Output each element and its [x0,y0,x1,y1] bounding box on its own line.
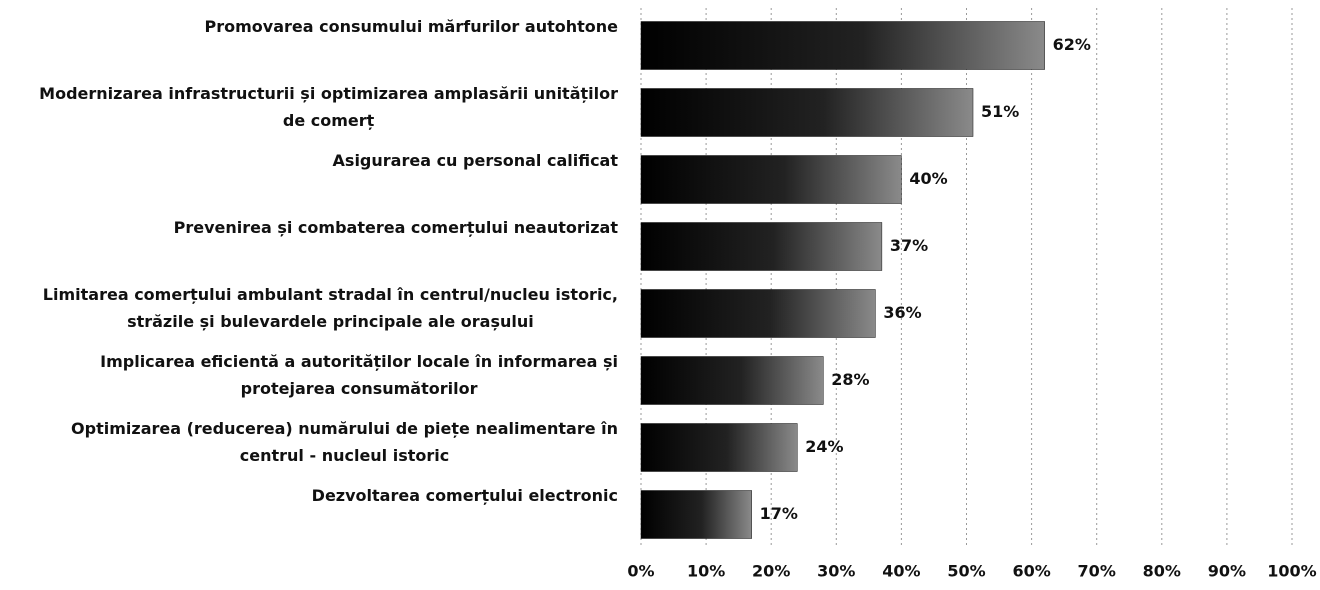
x-tick-label: 80% [1143,562,1181,581]
bar [640,423,798,472]
bar [640,490,752,539]
value-label: 40% [909,169,947,188]
x-tick-label: 60% [1012,562,1050,581]
bar [640,356,824,405]
x-tick-label: 10% [687,562,725,581]
category-label: Limitarea comerțului ambulant stradal în… [43,285,618,304]
category-label: Modernizarea infrastructurii și optimiza… [39,84,618,103]
value-label: 37% [890,236,928,255]
bar [640,222,883,271]
category-label: Promovarea consumului mărfurilor autohto… [204,17,618,36]
category-label: Asigurarea cu personal calificat [333,151,619,170]
category-label: Dezvoltarea comerțului electronic [312,486,618,505]
x-tick-label: 100% [1267,562,1316,581]
bar [640,155,902,204]
value-label: 51% [981,102,1019,121]
category-label: protejarea consumătorilor [241,379,478,398]
category-label: Prevenirea și combaterea comerțului neau… [174,218,619,237]
bar [640,289,876,338]
x-tick-label: 40% [882,562,920,581]
value-label: 17% [760,504,798,523]
category-label: Implicarea eficientă a autorităților loc… [100,352,618,371]
value-label: 36% [883,303,921,322]
x-tick-label: 20% [752,562,790,581]
category-label: de comerț [283,111,375,130]
value-label: 62% [1053,35,1091,54]
value-label: 24% [805,437,843,456]
x-tick-label: 90% [1208,562,1246,581]
x-tick-label: 0% [627,562,654,581]
x-tick-label: 70% [1078,562,1116,581]
category-label: Optimizarea (reducerea) numărului de pie… [71,419,618,438]
category-label: străzile și bulevardele principale ale o… [127,312,534,331]
value-label: 28% [831,370,869,389]
x-tick-label: 50% [947,562,985,581]
category-label: centrul - nucleul istoric [240,446,449,465]
x-tick-label: 30% [817,562,855,581]
bar [640,21,1045,70]
bar [640,88,974,137]
